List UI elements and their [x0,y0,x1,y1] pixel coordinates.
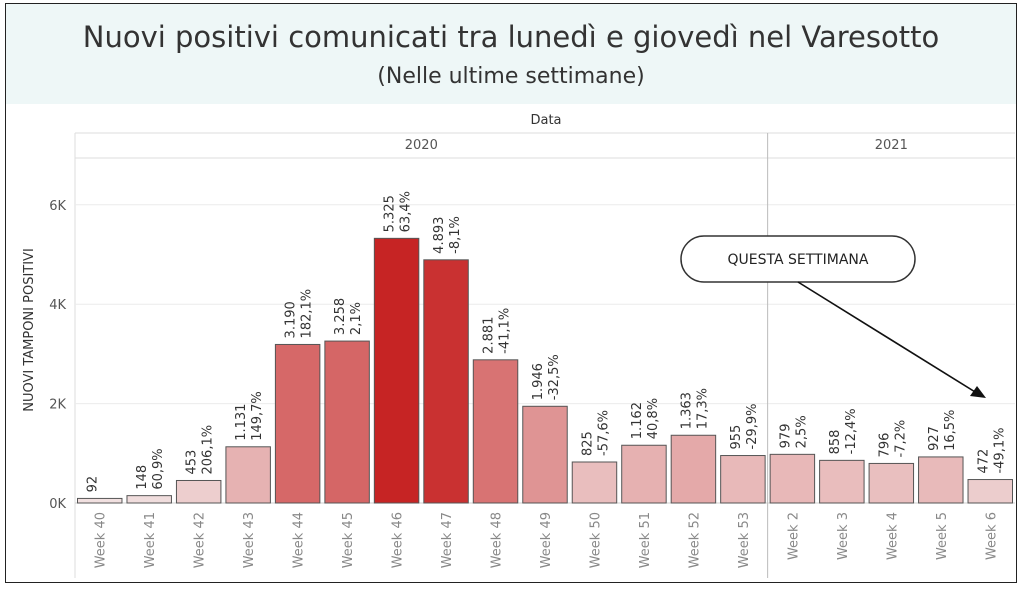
pct-change-label: 60,9% [151,448,166,489]
value-label: 5.325 [383,195,398,232]
x-tick-label: Week 49 [539,512,554,568]
x-tick-label: Week 6 [984,512,999,560]
x-tick-label: Week 51 [638,512,653,568]
x-tick-label: Week 48 [490,512,505,568]
year-group-label: 2020 [405,138,438,153]
pct-change-label: -29,9% [745,404,760,450]
pct-change-label: -7,2% [893,420,908,458]
callout: QUESTA SETTIMANA [680,235,986,398]
title-header: Nuovi positivi comunicati tra lunedì e g… [6,4,1016,104]
pct-change-label: 17,3% [695,388,710,429]
bar [571,461,618,504]
y-tick-label: 0K [49,497,66,512]
value-label: 796 [877,433,892,458]
bar [274,343,321,504]
x-tick-label: Week 46 [391,512,406,568]
value-label: 1.946 [531,363,546,400]
bar [670,434,717,504]
x-tick-label: Week 40 [94,512,109,568]
callout-arrowhead [970,386,986,398]
bar [423,259,469,504]
value-label: 858 [828,430,843,455]
callout-text: QUESTA SETTIMANA [728,252,869,268]
chart-title: Nuovi positivi comunicati tra lunedì e g… [82,20,940,54]
pct-change-label: 63,4% [399,191,414,232]
y-tick-label: 2K [49,398,66,413]
bar [324,340,370,504]
pct-change-label: 2,1% [349,302,364,335]
value-label: 2.881 [482,317,497,354]
bar [373,237,420,504]
pct-change-label: 40,8% [646,398,661,439]
x-tick-label: Week 43 [242,512,257,568]
bar [77,497,123,504]
bar [720,455,766,504]
value-label: 4.893 [432,217,447,254]
y-axis-title: NUOVI TAMPONI POSITIVI [22,248,37,412]
bar [175,479,222,504]
x-tick-label: Week 41 [143,512,158,568]
bar [769,453,816,504]
callout-arrow [797,281,981,396]
x-tick-label: Week 5 [935,512,950,560]
pct-change-label: 182,1% [300,289,315,339]
bar [868,462,915,504]
value-label: 453 [185,450,200,475]
x-tick-label: Week 47 [440,512,455,568]
y-tick-label: 6K [49,199,66,214]
value-label: 825 [580,431,595,456]
value-label: 472 [976,449,991,474]
value-label: 3.258 [333,298,348,335]
x-tick-label: Week 44 [292,512,307,568]
x-tick-label: Week 2 [786,512,801,560]
chart-subtitle: (Nelle ultime settimane) [377,64,645,89]
value-label: 927 [927,426,942,451]
pct-change-label: -49,1% [992,428,1007,474]
pct-change-label: -57,6% [596,410,611,456]
value-label: 979 [778,424,793,449]
pct-change-label: -32,5% [547,354,562,400]
y-tick-label: 4K [49,298,66,313]
bar [472,359,519,504]
pct-change-label: -12,4% [844,408,859,454]
pct-change-label: -41,1% [498,308,513,354]
value-label: 1.363 [679,392,694,429]
value-label: 1.162 [630,402,645,439]
bar [918,456,964,504]
x-tick-label: Week 45 [341,512,356,568]
x-tick-label: Week 50 [588,512,603,568]
x-tick-label: Week 42 [193,512,208,568]
value-label: 955 [729,425,744,450]
value-label: 1.131 [234,404,249,441]
bar [621,444,667,504]
x-tick-label: Week 52 [687,512,702,568]
bar [967,479,1013,504]
data-header-label: Data [530,113,561,128]
pct-change-label: 16,5% [943,410,958,451]
bar [225,446,271,504]
pct-change-label: -8,1% [448,216,463,254]
pct-change-label: 149,7% [250,391,265,441]
x-tick-label: Week 53 [737,512,752,568]
pct-change-label: 206,1% [201,425,216,475]
bar [819,459,865,504]
year-group-label: 2021 [875,138,908,153]
value-label: 3.190 [284,301,299,338]
pct-change-label: 2,5% [794,415,809,448]
bar [522,405,568,504]
value-label: 148 [135,465,150,490]
x-tick-label: Week 4 [885,512,900,560]
bar [126,495,172,504]
value-label: 92 [86,476,101,493]
x-tick-label: Week 3 [836,512,851,560]
